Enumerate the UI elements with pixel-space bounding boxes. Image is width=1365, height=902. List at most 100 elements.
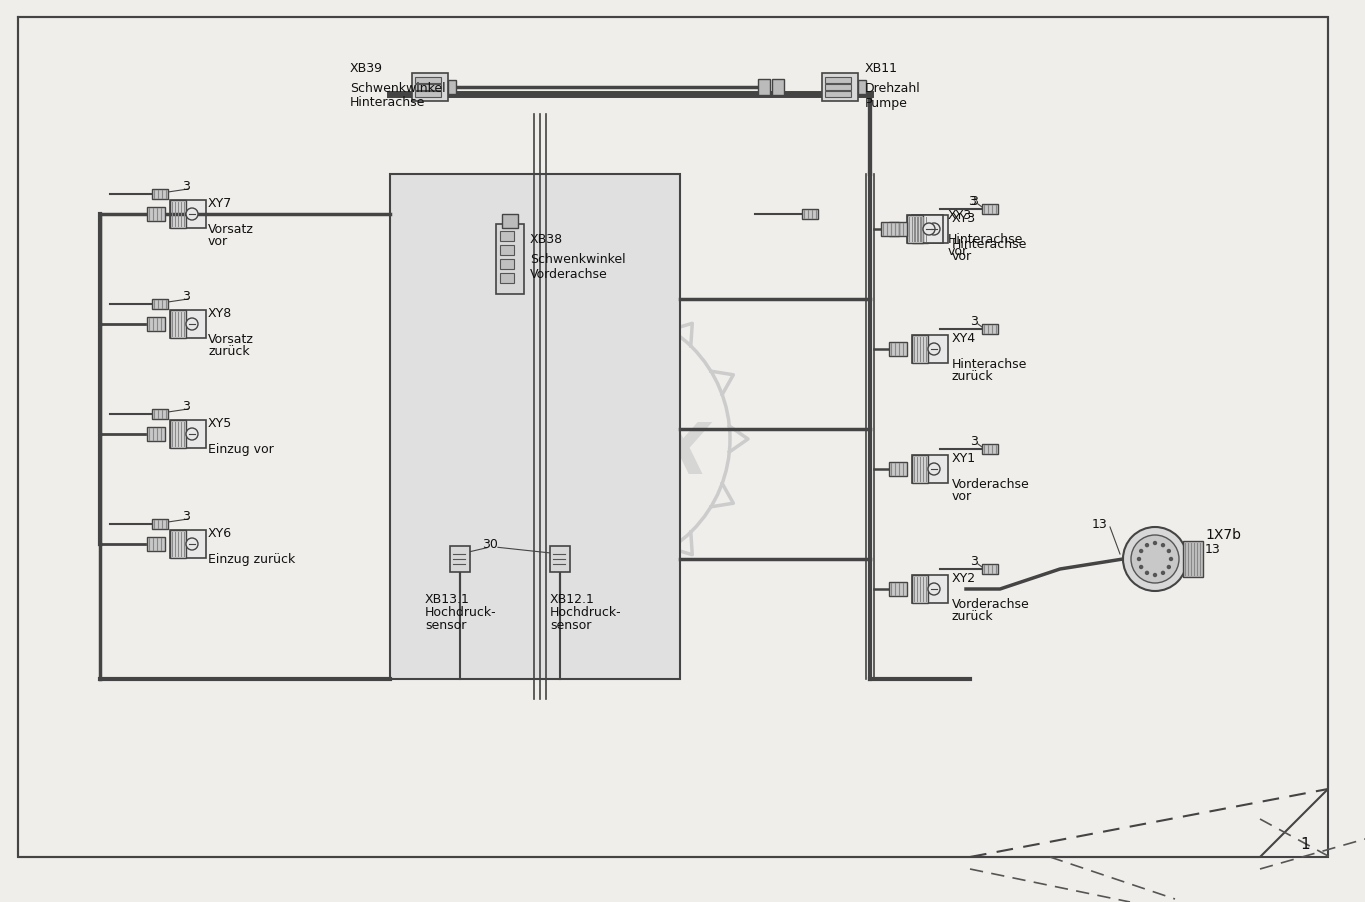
Text: XY2: XY2: [951, 571, 976, 584]
Bar: [171, 310, 186, 338]
Circle shape: [1167, 566, 1170, 569]
Text: 3: 3: [182, 400, 190, 413]
Bar: [803, 210, 818, 220]
Bar: [152, 299, 168, 309]
Text: zurück: zurück: [207, 345, 250, 357]
Bar: [981, 205, 998, 215]
Text: XY8: XY8: [207, 307, 232, 319]
Bar: [912, 216, 949, 244]
Bar: [500, 245, 515, 255]
Text: zurück: zurück: [951, 610, 994, 622]
Circle shape: [186, 428, 198, 440]
Circle shape: [1167, 550, 1170, 553]
Bar: [500, 260, 515, 270]
Bar: [171, 530, 206, 558]
Circle shape: [1170, 557, 1173, 561]
Text: XB38: XB38: [530, 234, 564, 246]
Bar: [550, 547, 571, 573]
Text: 1X7b: 1X7b: [1205, 528, 1241, 541]
Circle shape: [928, 584, 940, 595]
Text: XB13.1: XB13.1: [425, 593, 470, 606]
Text: XY5: XY5: [207, 417, 232, 429]
Bar: [500, 232, 515, 242]
Bar: [171, 420, 206, 448]
Text: XY4: XY4: [951, 332, 976, 345]
Bar: [889, 463, 906, 476]
Circle shape: [1153, 542, 1156, 545]
Text: XY1: XY1: [951, 452, 976, 465]
Bar: [981, 325, 998, 335]
Bar: [415, 85, 441, 91]
Bar: [889, 223, 906, 236]
Text: sensor: sensor: [550, 619, 591, 631]
Text: 3: 3: [182, 290, 190, 303]
Text: 1: 1: [1301, 836, 1310, 851]
Circle shape: [1145, 572, 1148, 575]
Bar: [171, 201, 206, 229]
Bar: [495, 225, 524, 295]
Text: XB39: XB39: [349, 61, 384, 75]
Bar: [859, 81, 865, 95]
Text: XY3: XY3: [951, 212, 976, 225]
Bar: [912, 216, 928, 244]
Text: sensor: sensor: [425, 619, 467, 631]
Bar: [773, 80, 784, 96]
Bar: [171, 201, 186, 229]
Text: Vorderachse: Vorderachse: [951, 477, 1029, 491]
Bar: [822, 74, 859, 102]
Bar: [912, 336, 949, 364]
Text: Vorsatz: Vorsatz: [207, 333, 254, 345]
Bar: [415, 78, 441, 84]
Text: 13: 13: [1205, 543, 1220, 556]
Text: Schwenkwinkel: Schwenkwinkel: [349, 81, 445, 95]
Text: vor: vor: [951, 250, 972, 262]
Bar: [147, 318, 165, 332]
Bar: [152, 189, 168, 199]
Bar: [880, 223, 900, 236]
Bar: [824, 92, 850, 98]
Text: Hinterachse: Hinterachse: [951, 357, 1028, 371]
Bar: [912, 336, 928, 364]
Bar: [502, 215, 517, 229]
Bar: [450, 547, 470, 573]
Bar: [912, 456, 949, 483]
Text: Hinterachse: Hinterachse: [349, 97, 426, 109]
Bar: [448, 81, 456, 95]
Bar: [889, 343, 906, 356]
Text: 3: 3: [971, 555, 977, 568]
Bar: [889, 583, 906, 596]
Text: XY3: XY3: [949, 208, 972, 222]
Bar: [390, 175, 680, 679]
Text: XY6: XY6: [207, 527, 232, 539]
Circle shape: [1145, 544, 1148, 547]
Bar: [906, 216, 943, 244]
Circle shape: [1162, 544, 1164, 547]
Circle shape: [1132, 536, 1179, 584]
Bar: [981, 565, 998, 575]
Text: Hochdruck-: Hochdruck-: [425, 606, 497, 619]
Text: Vorderachse: Vorderachse: [951, 597, 1029, 611]
Text: vor: vor: [207, 235, 228, 248]
Circle shape: [928, 464, 940, 475]
Circle shape: [1140, 550, 1143, 553]
Bar: [152, 410, 168, 419]
Circle shape: [928, 344, 940, 355]
Text: Hinterachse: Hinterachse: [951, 238, 1028, 251]
Text: 30: 30: [482, 538, 498, 551]
Text: Hinterachse: Hinterachse: [949, 233, 1024, 245]
Circle shape: [186, 538, 198, 550]
Bar: [147, 538, 165, 551]
Bar: [912, 456, 928, 483]
Bar: [981, 445, 998, 455]
Text: Einzug zurück: Einzug zurück: [207, 552, 295, 566]
Bar: [912, 575, 928, 603]
Bar: [415, 92, 441, 98]
Text: Hochdruck-: Hochdruck-: [550, 606, 621, 619]
Bar: [824, 78, 850, 84]
Text: 3: 3: [182, 510, 190, 523]
Text: Einzug vor: Einzug vor: [207, 443, 274, 456]
Text: XY7: XY7: [207, 197, 232, 210]
Bar: [758, 80, 770, 96]
Text: Vorderachse: Vorderachse: [530, 268, 607, 281]
Circle shape: [923, 224, 935, 235]
